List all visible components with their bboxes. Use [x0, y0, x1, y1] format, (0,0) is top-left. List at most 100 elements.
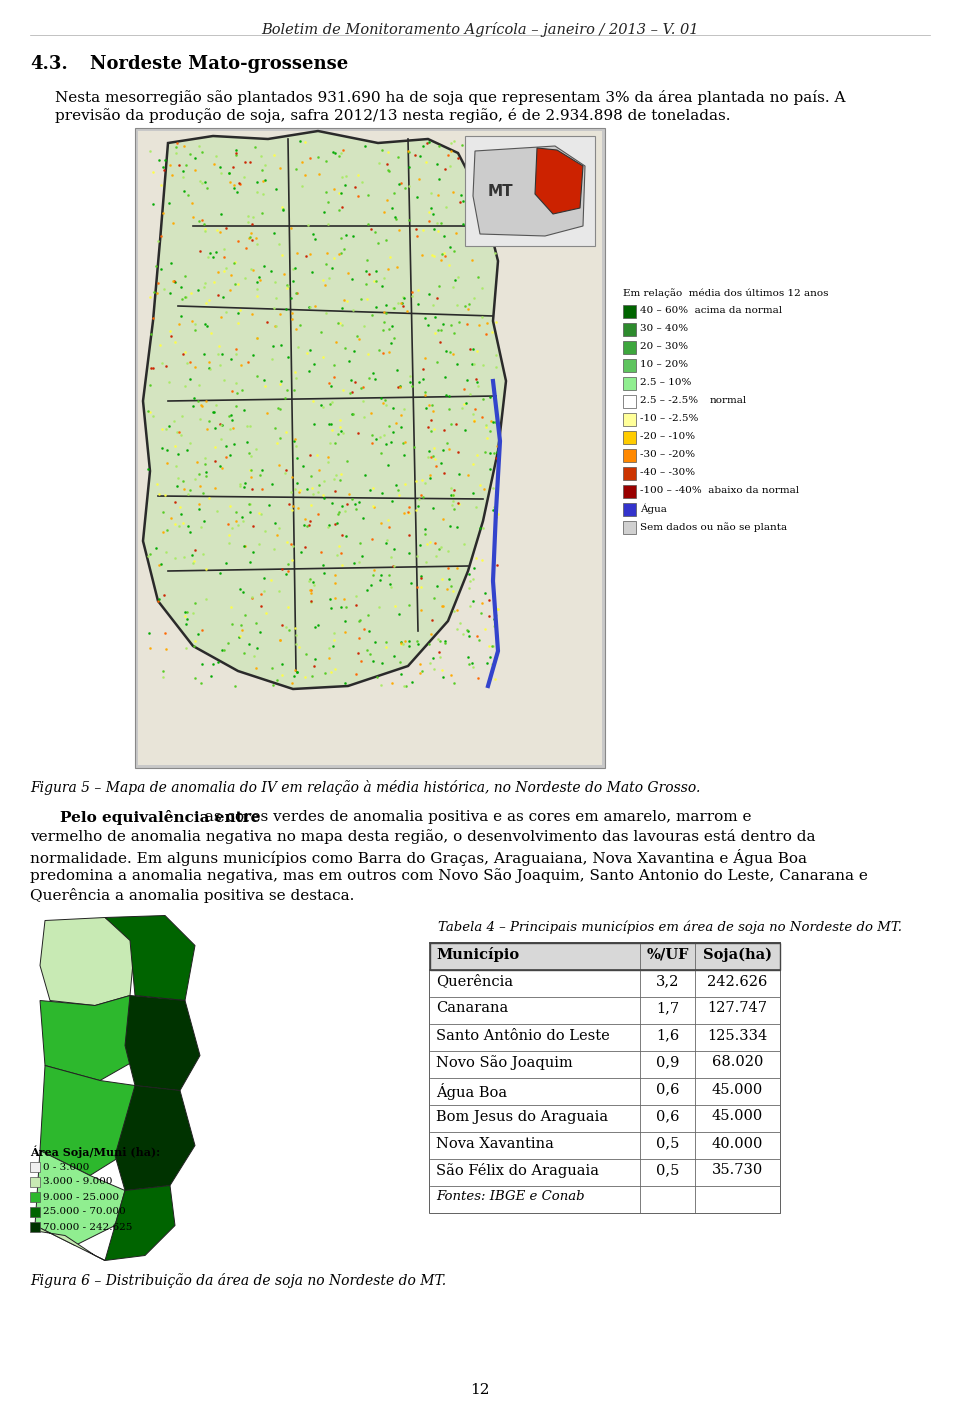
Text: 127.747: 127.747	[708, 1002, 767, 1016]
Bar	[30, 1191, 40, 1201]
Polygon shape	[40, 917, 135, 1006]
Bar	[430, 996, 780, 1023]
Text: 242.626: 242.626	[708, 975, 768, 989]
Bar	[465, 136, 595, 246]
Text: as cores verdes de anomalia positiva e as cores em amarelo, marrom e: as cores verdes de anomalia positiva e a…	[200, 810, 752, 824]
Bar	[623, 521, 636, 534]
Bar	[430, 1078, 780, 1105]
Text: 3.000 - 9.000: 3.000 - 9.000	[43, 1177, 112, 1187]
Text: 20 – 30%: 20 – 30%	[640, 342, 688, 350]
Bar	[30, 1207, 40, 1217]
Text: Área Soja/Muni (ha):: Área Soja/Muni (ha):	[30, 1146, 160, 1159]
Text: 1,6: 1,6	[656, 1029, 679, 1043]
Text: 125.334: 125.334	[708, 1029, 768, 1043]
Text: Nova Xavantina: Nova Xavantina	[436, 1136, 554, 1150]
Text: normal: normal	[710, 396, 747, 406]
Text: 12: 12	[470, 1383, 490, 1397]
Text: Novo São Joaquim: Novo São Joaquim	[436, 1056, 573, 1071]
Text: 30 – 40%: 30 – 40%	[640, 324, 688, 333]
Bar	[623, 468, 636, 480]
Text: %/UF: %/UF	[646, 948, 688, 961]
Text: 2.5 – 10%: 2.5 – 10%	[640, 379, 691, 387]
Bar	[430, 942, 780, 1212]
Text: 40.000: 40.000	[711, 1136, 763, 1150]
Bar	[623, 449, 636, 462]
Text: Canarana: Canarana	[436, 1002, 508, 1016]
Bar	[623, 324, 636, 336]
Bar	[138, 131, 602, 764]
Text: -40 – -30%: -40 – -30%	[640, 468, 695, 478]
Bar	[623, 377, 636, 390]
Text: vermelho de anomalia negativa no mapa desta região, o desenvolvimento das lavour: vermelho de anomalia negativa no mapa de…	[30, 829, 815, 845]
Text: 40 – 60%  acima da normal: 40 – 60% acima da normal	[640, 307, 782, 315]
Polygon shape	[115, 1085, 195, 1191]
Text: -100 – -40%  abaixo da normal: -100 – -40% abaixo da normal	[640, 486, 799, 495]
Text: predomina a anomalia negativa, mas em outros com Novo São Joaquim, Santo Antonio: predomina a anomalia negativa, mas em ou…	[30, 869, 868, 883]
Text: -10 – -2.5%: -10 – -2.5%	[640, 414, 698, 422]
Bar	[623, 503, 636, 516]
Polygon shape	[33, 1225, 105, 1260]
Text: 0,5: 0,5	[656, 1136, 679, 1150]
Text: Em relação  média dos últimos 12 anos: Em relação média dos últimos 12 anos	[623, 288, 828, 298]
Bar	[430, 969, 780, 996]
Text: 25.000 - 70.000: 25.000 - 70.000	[43, 1208, 126, 1217]
Text: Figura 6 – Distribuição da área de soja no Nordeste do MT.: Figura 6 – Distribuição da área de soja …	[30, 1273, 446, 1289]
Text: 2.5 – -2.5%: 2.5 – -2.5%	[640, 396, 698, 406]
Bar	[430, 1186, 780, 1212]
Text: Sem dados ou não se planta: Sem dados ou não se planta	[640, 521, 787, 531]
Bar	[30, 1221, 40, 1232]
Text: Nordeste Mato-grossense: Nordeste Mato-grossense	[90, 55, 348, 73]
Text: Água: Água	[640, 504, 667, 514]
Text: 0 - 3.000: 0 - 3.000	[43, 1163, 89, 1171]
Bar	[623, 396, 636, 408]
Bar	[623, 413, 636, 425]
Bar	[623, 485, 636, 497]
Bar	[430, 1105, 780, 1132]
Polygon shape	[535, 148, 583, 213]
Polygon shape	[40, 996, 135, 1081]
Text: 10 – 20%: 10 – 20%	[640, 360, 688, 369]
Text: -20 – -10%: -20 – -10%	[640, 432, 695, 441]
Text: 0,6: 0,6	[656, 1082, 680, 1096]
Text: Querência a anomalia positiva se destaca.: Querência a anomalia positiva se destaca…	[30, 887, 354, 903]
Bar	[430, 1023, 780, 1050]
Polygon shape	[143, 131, 506, 690]
Bar	[430, 1050, 780, 1078]
Text: 45.000: 45.000	[712, 1082, 763, 1096]
Text: 4.3.: 4.3.	[30, 55, 68, 73]
Polygon shape	[35, 1150, 125, 1245]
Text: 35.730: 35.730	[712, 1163, 763, 1177]
Text: Bom Jesus do Araguaia: Bom Jesus do Araguaia	[436, 1109, 608, 1123]
Text: normalidade. Em alguns municípios como Barra do Graças, Araguaiana, Nova Xavanti: normalidade. Em alguns municípios como B…	[30, 849, 807, 866]
Bar	[430, 942, 780, 969]
Text: São Félix do Araguaia: São Félix do Araguaia	[436, 1163, 599, 1178]
Text: Figura 5 – Mapa de anomalia do IV em relação à média histórica, no Nordeste do M: Figura 5 – Mapa de anomalia do IV em rel…	[30, 780, 701, 796]
Text: previsão da produção de soja, safra 2012/13 nesta região, é de 2.934.898 de tone: previsão da produção de soja, safra 2012…	[55, 107, 731, 123]
Text: 0,6: 0,6	[656, 1109, 680, 1123]
Polygon shape	[105, 1186, 175, 1260]
Text: 1,7: 1,7	[656, 1002, 679, 1016]
Text: Fontes: IBGE e Conab: Fontes: IBGE e Conab	[436, 1191, 585, 1204]
Text: Município: Município	[436, 948, 519, 962]
Bar	[15, 916, 300, 1266]
Text: 45.000: 45.000	[712, 1109, 763, 1123]
Bar	[623, 431, 636, 444]
Text: Santo Antônio do Leste: Santo Antônio do Leste	[436, 1029, 610, 1043]
Bar	[430, 1159, 780, 1186]
Text: 0,5: 0,5	[656, 1163, 679, 1177]
Bar	[30, 1177, 40, 1187]
Text: Nesta mesorregião são plantados 931.690 ha de soja que representam 3% da área pl: Nesta mesorregião são plantados 931.690 …	[55, 90, 846, 105]
Bar	[30, 1161, 40, 1171]
Text: Querência: Querência	[436, 975, 514, 989]
Text: 3,2: 3,2	[656, 975, 679, 989]
Polygon shape	[105, 916, 195, 1000]
Bar	[623, 359, 636, 372]
Text: Tabela 4 – Principais municípios em área de soja no Nordeste do MT.: Tabela 4 – Principais municípios em área…	[438, 920, 902, 934]
Text: -30 – -20%: -30 – -20%	[640, 449, 695, 459]
Polygon shape	[40, 1065, 135, 1176]
Bar	[430, 1132, 780, 1159]
Text: Pelo equivalência entre: Pelo equivalência entre	[60, 810, 260, 825]
Text: 70.000 - 242.625: 70.000 - 242.625	[43, 1222, 132, 1232]
Text: MT: MT	[487, 184, 513, 198]
Text: 0,9: 0,9	[656, 1056, 679, 1070]
